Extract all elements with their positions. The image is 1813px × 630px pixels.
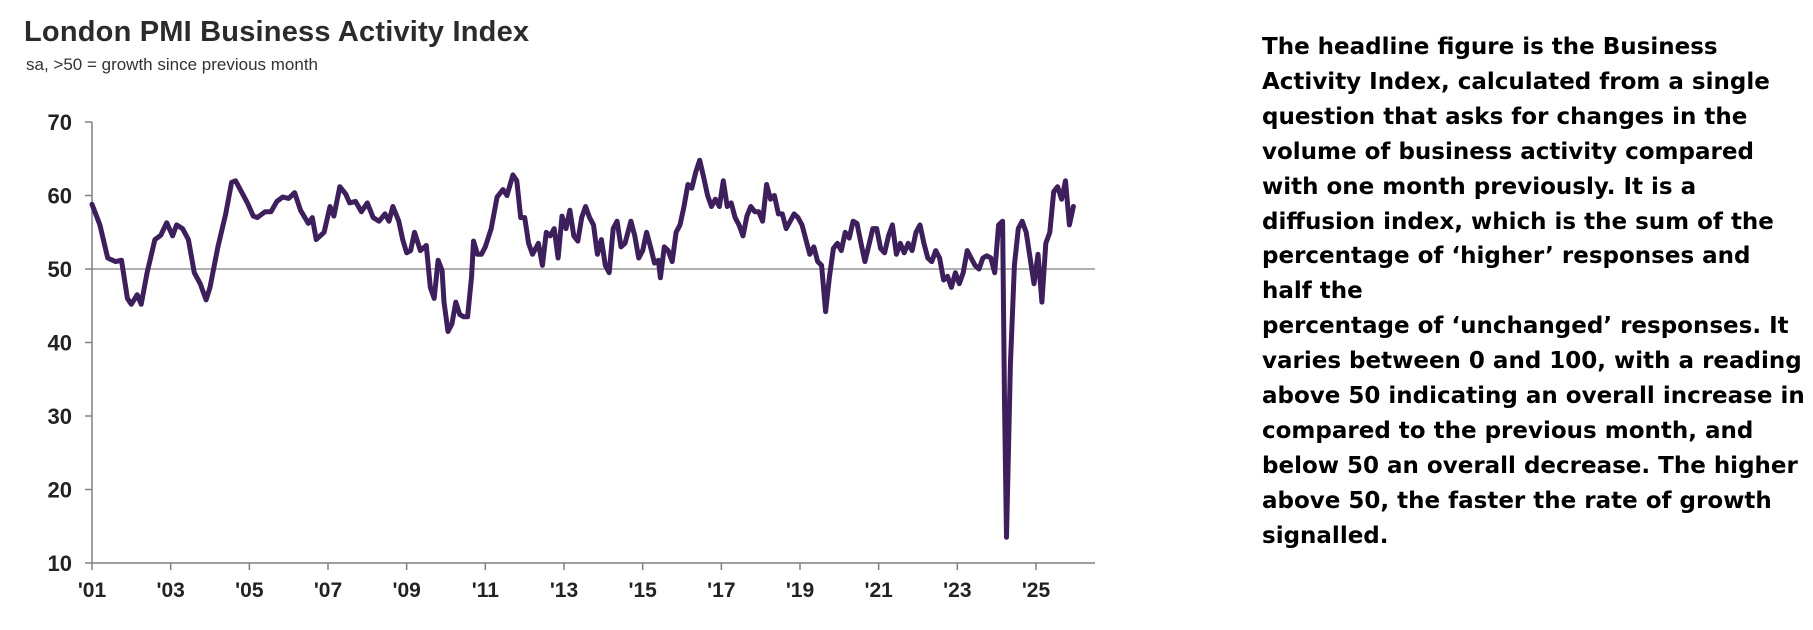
y-tick-label: 50 <box>48 257 72 282</box>
description-line: Activity Index, calculated from a single <box>1262 68 1770 95</box>
x-tick-label: '19 <box>786 579 814 602</box>
x-tick-label: '17 <box>707 579 735 602</box>
chart-subtitle: sa, >50 = growth since previous month <box>26 55 318 74</box>
x-tick-label: '07 <box>314 579 342 602</box>
description-line: diffusion index, which is the sum of the <box>1262 208 1774 235</box>
x-tick-label: '23 <box>943 579 971 602</box>
y-tick-label: 30 <box>48 404 72 429</box>
y-tick-label: 40 <box>48 331 72 356</box>
description-line: percentage of ‘unchanged’ responses. It <box>1262 313 1789 340</box>
x-tick-label: '15 <box>628 579 657 602</box>
series-line <box>89 157 1076 540</box>
description-line: compared to the previous month, and <box>1262 417 1754 444</box>
description-line: percentage of ‘higher’ responses and <box>1262 243 1751 270</box>
x-tick-label: '09 <box>392 579 420 602</box>
description-line: half the <box>1262 278 1363 305</box>
x-tick-label: '13 <box>550 579 578 602</box>
x-tick-label: '01 <box>78 579 107 602</box>
y-tick-label: 10 <box>48 551 72 576</box>
x-tick-label: '03 <box>156 579 184 602</box>
y-tick-label: 70 <box>48 110 72 135</box>
x-tick-label: '11 <box>472 579 500 602</box>
x-tick-label: '21 <box>864 579 893 602</box>
x-tick-label: '05 <box>235 579 264 602</box>
y-tick-label: 20 <box>48 478 72 503</box>
description-line: with one month previously. It is a <box>1262 173 1697 200</box>
description-text: The headline figure is the Business Activ… <box>1262 30 1805 554</box>
description-line: signalled. <box>1262 522 1389 549</box>
description-line: question that asks for changes in the <box>1262 103 1748 130</box>
description-line: varies between 0 and 100, with a reading <box>1262 348 1802 375</box>
description-line: The headline figure is the Business <box>1262 34 1718 60</box>
description-line: below 50 an overall decrease. The higher <box>1262 452 1798 479</box>
line-chart: 70 60 50 40 30 20 10 '01 '03 '05 '07 '09 '11 '13 '15 '1… <box>48 110 1095 602</box>
description-line: above 50 indicating an overall increase … <box>1262 383 1805 410</box>
description-line: above 50, the faster the rate of growth <box>1262 487 1772 514</box>
x-tick-label: '25 <box>1022 579 1051 602</box>
y-tick-label: 60 <box>48 184 72 209</box>
chart-title: London PMI Business Activity Index <box>24 16 530 48</box>
description-line: volume of business activity compared <box>1262 138 1754 165</box>
